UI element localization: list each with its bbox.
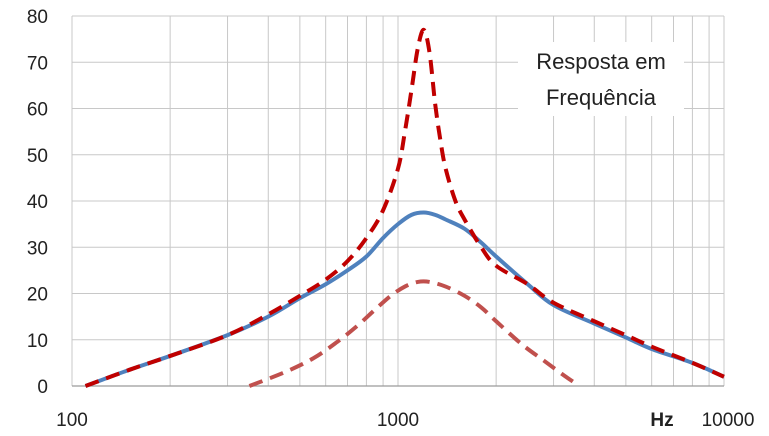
- y-tick-label: 60: [27, 100, 48, 121]
- x-tick-label: 100: [56, 410, 88, 431]
- y-tick-label: 50: [27, 146, 48, 167]
- annotation-line-1: Resposta em: [536, 49, 666, 74]
- annotation-line-2: Frequência: [546, 85, 657, 110]
- y-tick-label: 20: [27, 285, 48, 306]
- y-tick-label: 30: [27, 238, 48, 259]
- series-line-dashed-light-red: [248, 279, 581, 388]
- y-tick-label: 70: [27, 53, 48, 74]
- y-tick-label: 80: [27, 7, 48, 28]
- y-tick-label: 40: [27, 192, 48, 213]
- x-tick-label: 1000: [377, 410, 419, 431]
- annotation-box: [518, 42, 684, 116]
- series-line-solid-blue: [84, 210, 725, 388]
- series-layer: [84, 27, 725, 388]
- x-tick-label: 10000: [702, 410, 755, 431]
- y-tick-label: 10: [27, 331, 48, 352]
- series-line-dashed-red: [84, 27, 725, 388]
- y-tick-labels: 0 10 20 30 40 50 60 70 80: [27, 7, 48, 398]
- y-tick-label: 0: [37, 377, 48, 398]
- x-unit-label: Hz: [650, 410, 673, 431]
- x-tick-labels: 100 1000 10000: [56, 410, 754, 431]
